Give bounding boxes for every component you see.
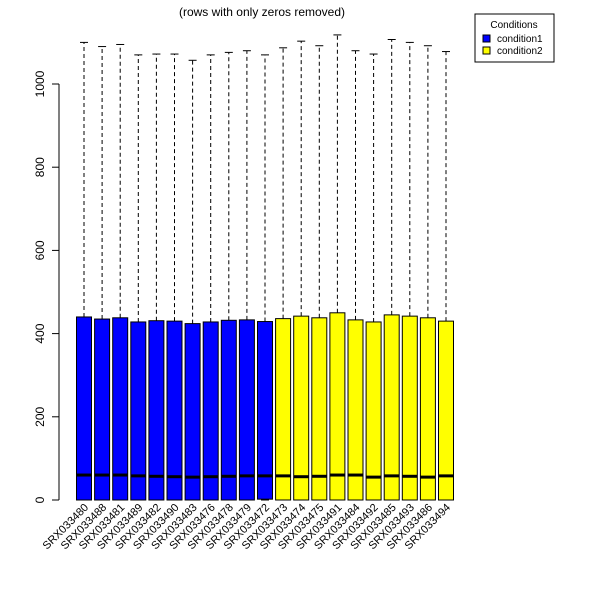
box-SRX033494 [438, 51, 454, 501]
box-SRX033489 [130, 54, 147, 501]
box-SRX033482 [148, 53, 165, 501]
box-SRX033488 [94, 46, 111, 501]
box-body [257, 321, 273, 500]
box-body [383, 314, 400, 501]
box-body [293, 315, 310, 501]
box-body [184, 323, 201, 501]
box-body [94, 318, 111, 501]
box-SRX033480 [76, 41, 92, 501]
box-body [166, 320, 183, 501]
box-SRX033472 [257, 54, 273, 501]
box-body [347, 319, 364, 501]
box-SRX033491 [329, 34, 346, 501]
box-SRX033490 [166, 53, 183, 501]
box-SRX033479 [238, 50, 255, 501]
box-series [76, 34, 454, 501]
box-SRX033485 [383, 38, 400, 501]
box-body [365, 321, 382, 501]
x-axis-labels: SRX033480SRX033488SRX033481SRX033489SRX0… [41, 502, 453, 552]
box-SRX033478 [220, 51, 237, 501]
box-body [438, 320, 454, 501]
box-body [220, 319, 237, 501]
y-tick-label: 800 [33, 157, 47, 177]
y-tick-label: 0 [33, 496, 47, 503]
box-SRX033486 [419, 45, 436, 501]
y-axis: 0 200 400 600 800 1000 [33, 70, 60, 503]
box-body [401, 315, 418, 501]
legend-title: Conditions [490, 20, 537, 31]
legend-swatch-condition1 [482, 34, 491, 43]
box-body [275, 318, 292, 501]
legend-label-condition1: condition1 [497, 34, 543, 45]
box-SRX033475 [311, 45, 328, 501]
y-tick-label: 1000 [33, 70, 47, 97]
box-SRX033483 [184, 59, 201, 501]
box-SRX033476 [202, 54, 219, 501]
box-body [130, 321, 147, 501]
box-SRX033492 [365, 53, 382, 501]
box-body [202, 321, 219, 501]
y-tick-label: 600 [33, 240, 47, 260]
box-SRX033481 [112, 43, 129, 501]
box-body [311, 317, 328, 501]
box-body [329, 312, 346, 501]
box-body [76, 316, 92, 501]
y-tick-label: 200 [33, 406, 47, 426]
box-body [419, 317, 436, 501]
box-SRX033474 [293, 40, 310, 501]
chart-title: (rows with only zeros removed) [179, 5, 345, 19]
box-body [148, 320, 165, 501]
legend: Conditions condition1 condition2 [474, 13, 555, 63]
legend-swatch-condition2 [482, 46, 491, 55]
y-tick-label: 400 [33, 323, 47, 343]
box-body [238, 319, 255, 501]
legend-label-condition2: condition2 [497, 46, 543, 57]
box-SRX033484 [347, 50, 364, 501]
box-body [112, 317, 129, 501]
box-SRX033473 [275, 47, 292, 501]
box-SRX033493 [401, 41, 418, 501]
